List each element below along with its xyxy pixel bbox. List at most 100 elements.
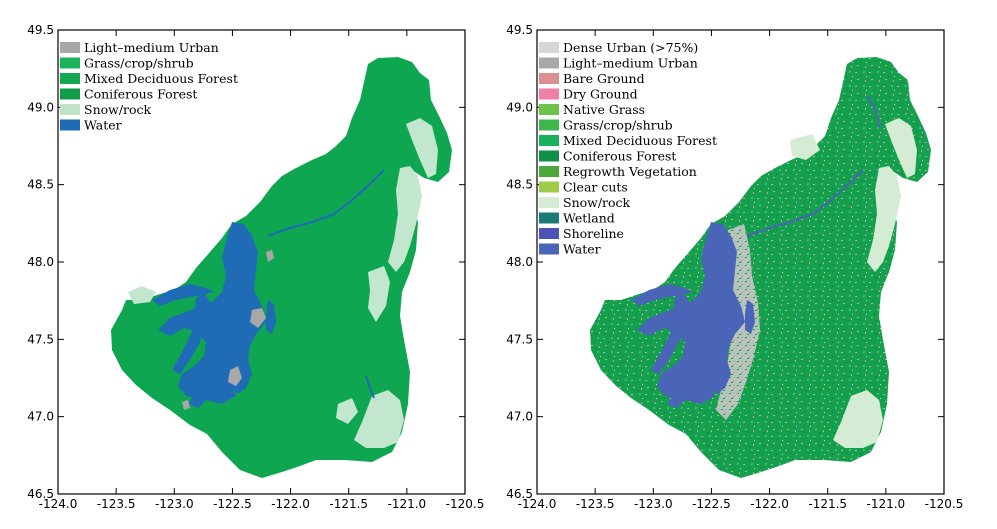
right-axis-ticks: -124.0 -123.5 -123.0 -122.5 -122.0 -121.5 -121… bbox=[506, 23, 963, 511]
legend-label: Shoreline bbox=[563, 226, 624, 241]
legend-label: Native Grass bbox=[563, 102, 645, 117]
left-water-lake-washington bbox=[266, 300, 276, 334]
x-tick-label: -123.5 bbox=[576, 497, 615, 511]
legend-entry: Dry Ground bbox=[539, 87, 638, 102]
y-tick-label: 49.5 bbox=[27, 23, 54, 37]
legend-entry: Clear cuts bbox=[539, 180, 628, 195]
left-water-strait bbox=[152, 284, 214, 306]
legend-swatch bbox=[60, 57, 80, 69]
right-legend: Dense Urban (>75%)Light–medium UrbanBare… bbox=[539, 40, 717, 257]
y-tick-label: 47.5 bbox=[506, 332, 533, 346]
x-tick-label: -124.0 bbox=[39, 497, 78, 511]
legend-entry: Water bbox=[539, 242, 601, 257]
legend-label: Snow/rock bbox=[563, 195, 631, 210]
legend-swatch bbox=[539, 150, 559, 162]
legend-entry: Coniferous Forest bbox=[539, 149, 676, 164]
left-legend: Light–medium UrbanGrass/crop/shrubMixed … bbox=[60, 40, 238, 133]
x-tick-label: -123.0 bbox=[634, 497, 673, 511]
legend-entry: Mixed Deciduous Forest bbox=[60, 71, 238, 86]
right-snow-rock-north bbox=[885, 118, 917, 178]
right-water-strait bbox=[631, 284, 693, 306]
legend-label: Light–medium Urban bbox=[563, 56, 698, 71]
legend-label: Clear cuts bbox=[563, 180, 628, 195]
legend-label: Mixed Deciduous Forest bbox=[84, 71, 238, 86]
y-tick-label: 49.0 bbox=[27, 100, 54, 114]
legend-label: Water bbox=[84, 118, 122, 133]
legend-entry: Grass/crop/shrub bbox=[539, 118, 673, 133]
x-tick-label: -121.0 bbox=[867, 497, 906, 511]
x-tick-label: -124.0 bbox=[518, 497, 557, 511]
x-tick-label: -122.0 bbox=[271, 497, 310, 511]
legend-label: Wetland bbox=[563, 211, 615, 226]
legend-swatch bbox=[539, 119, 559, 131]
y-tick-label: 47.5 bbox=[27, 332, 54, 346]
left-map-panel: -124.0 -123.5 -123.0 -122.5 -122.0 -121.5 -121… bbox=[27, 23, 484, 511]
legend-label: Coniferous Forest bbox=[563, 149, 676, 164]
right-snow-rock-ne bbox=[790, 134, 820, 160]
legend-label: Light–medium Urban bbox=[84, 40, 219, 55]
legend-entry: Coniferous Forest bbox=[60, 87, 197, 102]
right-snow-rock-east bbox=[867, 166, 901, 272]
left-axis-ticks: -124.0 -123.5 -123.0 -122.5 -122.0 -121.5 -121… bbox=[27, 23, 484, 511]
y-tick-label: 46.5 bbox=[506, 487, 533, 501]
legend-label: Coniferous Forest bbox=[84, 87, 197, 102]
left-water-hood-canal bbox=[172, 292, 210, 374]
x-tick-label: -123.5 bbox=[97, 497, 136, 511]
legend-entry: Shoreline bbox=[539, 226, 624, 241]
right-water-puget-sound bbox=[637, 222, 745, 398]
x-tick-label: -121.0 bbox=[388, 497, 427, 511]
legend-entry: Grass/crop/shrub bbox=[60, 56, 194, 71]
legend-label: Grass/crop/shrub bbox=[84, 56, 194, 71]
left-snow-rock-north bbox=[406, 118, 438, 178]
left-snow-rock-mid bbox=[368, 266, 390, 322]
legend-swatch bbox=[60, 73, 80, 84]
legend-entry: Snow/rock bbox=[539, 195, 631, 210]
x-tick-label: -123.0 bbox=[155, 497, 194, 511]
y-tick-label: 46.5 bbox=[27, 487, 54, 501]
legend-entry: Wetland bbox=[539, 211, 615, 226]
legend-label: Water bbox=[563, 242, 601, 257]
legend-swatch bbox=[539, 197, 559, 208]
legend-entry: Native Grass bbox=[539, 102, 645, 117]
legend-label: Snow/rock bbox=[84, 102, 152, 117]
right-water-hood-canal bbox=[651, 292, 689, 374]
legend-entry: Light–medium Urban bbox=[60, 40, 219, 55]
x-tick-label: -122.5 bbox=[692, 497, 731, 511]
left-snow-rock-southeast bbox=[336, 398, 358, 424]
legend-label: Mixed Deciduous Forest bbox=[563, 133, 717, 148]
legend-swatch bbox=[60, 104, 80, 115]
legend-swatch bbox=[539, 88, 559, 100]
legend-entry: Dense Urban (>75%) bbox=[539, 40, 698, 55]
legend-swatch bbox=[539, 243, 559, 255]
legend-swatch bbox=[60, 88, 80, 100]
legend-swatch bbox=[60, 42, 80, 53]
legend-label: Dry Ground bbox=[563, 87, 638, 102]
right-water-south-inlets bbox=[667, 372, 715, 408]
y-tick-label: 48.0 bbox=[27, 255, 54, 269]
x-tick-label: -122.5 bbox=[213, 497, 252, 511]
x-tick-label: -121.5 bbox=[808, 497, 847, 511]
legend-swatch bbox=[539, 212, 559, 224]
legend-swatch bbox=[539, 135, 559, 146]
legend-entry: Snow/rock bbox=[60, 102, 152, 117]
left-urban-seattle bbox=[250, 308, 266, 328]
legend-entry: Light–medium Urban bbox=[539, 56, 698, 71]
legend-swatch bbox=[539, 228, 559, 239]
legend-label: Grass/crop/shrub bbox=[563, 118, 673, 133]
left-river-skagit bbox=[267, 169, 385, 237]
y-tick-label: 48.0 bbox=[506, 255, 533, 269]
x-tick-label: -121.5 bbox=[329, 497, 368, 511]
legend-swatch bbox=[539, 73, 559, 84]
y-tick-label: 48.5 bbox=[506, 178, 533, 192]
right-river-north bbox=[867, 95, 881, 129]
legend-entry: Water bbox=[60, 118, 122, 133]
right-map-panel: -124.0 -123.5 -123.0 -122.5 -122.0 -121.5 -121… bbox=[506, 23, 963, 511]
x-tick-label: -120.5 bbox=[925, 497, 964, 511]
legend-swatch bbox=[539, 181, 559, 193]
left-snow-rock-west bbox=[128, 286, 156, 304]
legend-entry: Bare Ground bbox=[539, 71, 645, 86]
legend-swatch bbox=[539, 166, 559, 177]
left-river-east bbox=[365, 375, 375, 399]
legend-label: Bare Ground bbox=[563, 71, 645, 86]
legend-swatch bbox=[539, 42, 559, 53]
